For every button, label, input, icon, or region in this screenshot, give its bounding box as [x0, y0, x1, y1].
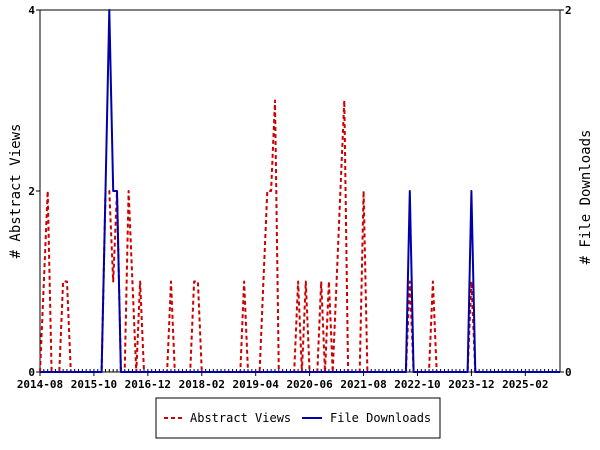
x-axis-ticks: 2014-08 2015-10 2016-12 2018-02 2019-04 2020-… — [17, 369, 561, 391]
x-tick-label: 2020-06 — [286, 378, 333, 391]
y-left-axis-title: # Abstract Views — [8, 124, 24, 259]
series-line-abstract-views — [39, 99, 560, 373]
y-left-tick-label: 0 — [28, 366, 35, 379]
series-layer — [39, 9, 560, 373]
x-tick-label: 2018-02 — [179, 378, 225, 391]
x-tick-label: 2015-10 — [71, 378, 117, 391]
y-right-ticks: 02 — [560, 4, 572, 379]
x-tick-label: 2014-08 — [17, 378, 63, 391]
x-tick-label: 2021-08 — [340, 378, 386, 391]
series-line-file-downloads — [40, 9, 560, 373]
y-left-ticks: 0 2 4 — [28, 4, 40, 379]
x-tick-label: 2023-12 — [448, 378, 494, 391]
y-right-tick-label: 2 — [565, 4, 572, 17]
legend-label-file-downloads: File Downloads — [330, 411, 431, 425]
legend: Abstract Views File Downloads — [155, 397, 441, 439]
legend-label-abstract-views: Abstract Views — [190, 411, 291, 425]
x-tick-label: 2016-12 — [125, 378, 171, 391]
legend-box — [155, 397, 441, 439]
x-tick-label: 2022-10 — [394, 378, 440, 391]
y-right-axis-title: # File Downloads — [578, 130, 594, 265]
x-tick-label: 2025-02 — [502, 378, 548, 391]
y-right-tick-label: 0 — [565, 366, 572, 379]
y-left-tick-label: 4 — [28, 4, 35, 17]
x-tick-label: 2019-04 — [233, 378, 280, 391]
y-left-tick-label: 2 — [28, 185, 35, 198]
